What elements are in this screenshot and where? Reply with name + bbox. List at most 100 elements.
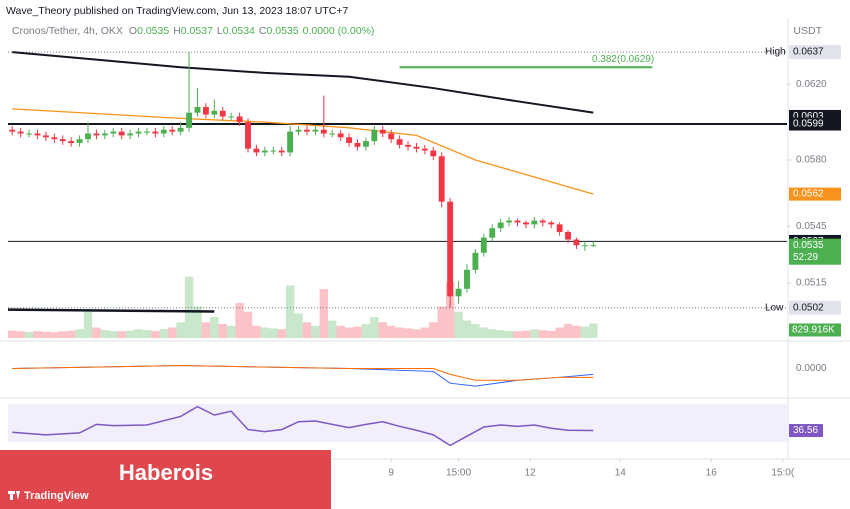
candle-body (379, 129, 386, 134)
price-label: 0.0599 (793, 119, 824, 130)
rsi-band (8, 404, 787, 442)
volume-bar (488, 329, 497, 338)
banner (0, 450, 331, 509)
candle-body (514, 220, 521, 223)
candle-body (304, 129, 310, 132)
volume-bar (100, 330, 110, 338)
candle-body (295, 129, 302, 132)
volume-bar (479, 327, 489, 338)
volume-bar (58, 331, 67, 338)
candle-body (127, 133, 134, 136)
candle-body (405, 144, 411, 147)
candle-body (464, 269, 470, 289)
candle-body (287, 131, 294, 153)
y-tick-label: 0.0580 (796, 155, 827, 166)
macd-signal (12, 365, 594, 381)
volume-bar (437, 306, 446, 338)
low_mark-label: Low (765, 302, 784, 313)
candle-body (497, 222, 504, 229)
volume-bar (176, 322, 185, 338)
line-label: 0.382(0.0629) (592, 54, 654, 65)
volume-bar (285, 285, 295, 338)
indicator-line (7, 308, 215, 313)
price-label: 0.0535 (793, 240, 824, 251)
candle-body (85, 133, 91, 140)
volume-bar (454, 311, 463, 338)
volume-bar (420, 327, 430, 338)
candle-body (9, 129, 16, 132)
volume-bar (41, 331, 51, 338)
volume-bar (33, 331, 42, 338)
volume-bar (269, 328, 278, 338)
volume-bar (471, 324, 480, 338)
price-label: 0.0603 (793, 111, 824, 122)
candle-body (413, 146, 420, 149)
volume-bar (193, 306, 202, 338)
logo-text: TradingView (24, 490, 89, 502)
candle-body (135, 131, 142, 134)
volume-bar (403, 328, 413, 338)
volume-bar (538, 330, 547, 338)
candle-body (236, 116, 243, 123)
volume-bar (563, 324, 573, 338)
low_mark-value: 0.0502 (793, 302, 824, 313)
volume-bar (294, 313, 303, 338)
volume-bar (134, 329, 143, 338)
candle-body (539, 220, 546, 223)
volume-bar (353, 326, 362, 338)
volume-bar (24, 331, 34, 338)
volume-bar (336, 325, 345, 338)
volume-bar (546, 331, 556, 338)
candle-body (169, 129, 176, 132)
publisher: Wave_Theory published on TradingView.com… (6, 5, 348, 17)
volume-bar (151, 331, 160, 338)
candle-body (438, 156, 445, 202)
candle-body (261, 150, 268, 153)
candle-body (548, 222, 555, 225)
volume-bar (184, 276, 194, 338)
y-tick-label: 0.0620 (796, 79, 827, 90)
ohlc-value: 0.0535 (266, 25, 298, 37)
ohlc-label: H (173, 25, 181, 37)
candle-body (590, 245, 597, 247)
symbol: Cronos/Tether, 4h, OKX (12, 25, 123, 37)
volume-bar (580, 326, 590, 338)
candle-body (455, 288, 462, 297)
volume-bar (159, 328, 169, 338)
high_mark-value: 0.0637 (793, 47, 824, 58)
x-tick-label: 16 (706, 468, 718, 479)
candle-body (556, 224, 563, 232)
candle-body (447, 201, 454, 297)
volume-bar (344, 327, 354, 338)
volume-bar (66, 330, 76, 338)
candle-body (337, 133, 344, 138)
x-tick-label: 15:0( (771, 468, 794, 479)
ohlc-label: L (217, 25, 223, 37)
high_mark-label: High (765, 47, 786, 58)
candle-body (396, 139, 403, 145)
candle-body (118, 131, 125, 136)
banner-text: Haberois (119, 460, 213, 485)
volume-bar (125, 330, 135, 338)
logo-icon (8, 491, 20, 500)
candle-body (329, 133, 336, 135)
countdown: 52:29 (793, 252, 818, 263)
candle-body (253, 148, 260, 153)
candle-body (506, 220, 513, 223)
volume-bar (210, 317, 219, 338)
candle-body (371, 129, 378, 142)
candle-body (270, 150, 277, 152)
volume-bar (50, 332, 59, 338)
candle-body (346, 137, 353, 143)
volume-bar (370, 317, 379, 338)
volume-bar (386, 325, 396, 338)
indicator-line (12, 51, 594, 114)
x-tick-label: 15:00 (446, 468, 471, 479)
candle-body (51, 137, 58, 140)
volume-bar (445, 282, 455, 338)
volume-bar (142, 330, 152, 338)
ohlc-change: 0.0000 (0.00%) (303, 25, 375, 37)
candle-body (202, 106, 209, 115)
candle-body (228, 116, 235, 118)
